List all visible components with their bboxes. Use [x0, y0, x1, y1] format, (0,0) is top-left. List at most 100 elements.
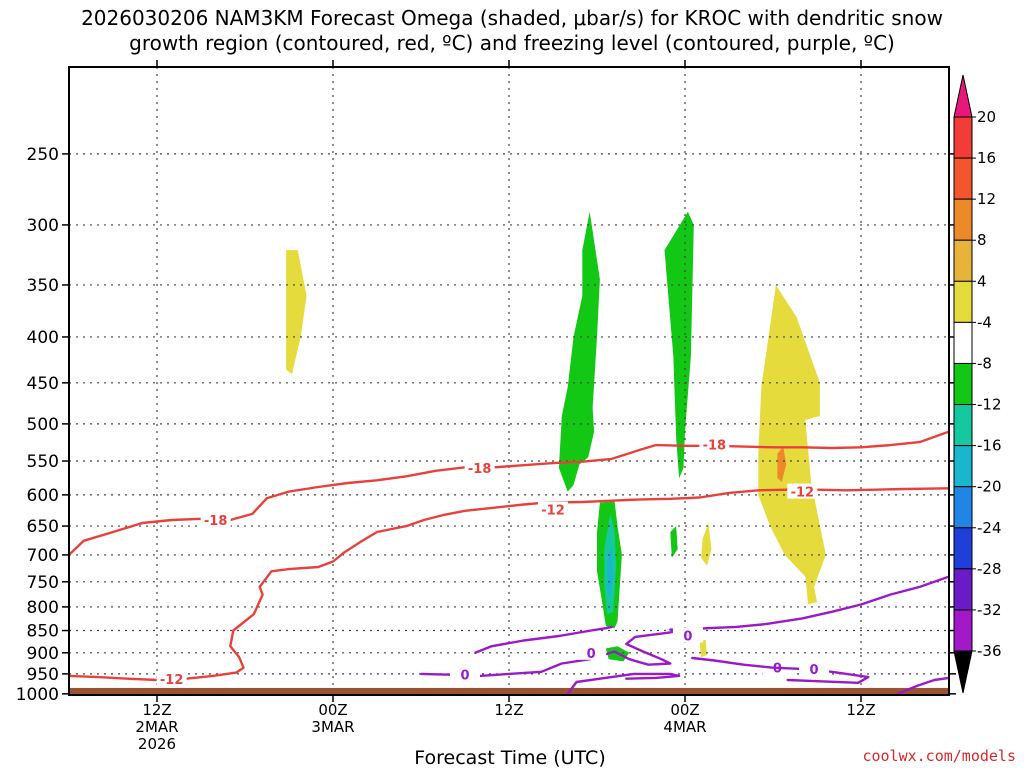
x-tick-label-line: 3MAR: [311, 718, 354, 736]
chart-title-line-1: 2026030206 NAM3KM Forecast Omega (shaded…: [81, 6, 943, 30]
colorbar-label: -12: [977, 396, 1002, 414]
colorbar-label: -8: [977, 354, 992, 372]
dgz-contour-label-bg: [200, 512, 231, 528]
colorbar-box: [953, 239, 973, 282]
x-tick-label-line: 4MAR: [663, 718, 706, 736]
colorbar-box: [953, 445, 973, 488]
colorbar-box: [953, 321, 973, 364]
colorbar-box: [953, 198, 973, 241]
y-tick-label: 850: [27, 622, 59, 642]
y-tick-label: 250: [27, 145, 59, 165]
dgz-contour-label-bg: [464, 460, 495, 476]
freezing-level-contour-label: 0: [460, 669, 469, 684]
omega-region: [758, 285, 826, 605]
x-tick-label: 12Z: [846, 701, 875, 719]
colorbar-label: -28: [977, 560, 1002, 578]
y-tick-label: 500: [27, 415, 59, 435]
freezing-level-contour-label: 0: [773, 662, 782, 677]
y-tick-label: 550: [27, 452, 59, 472]
y-tick-label: 650: [27, 517, 59, 537]
colorbar-bottom-arrow: [953, 650, 973, 694]
x-tick-label-line: 2MAR: [135, 718, 178, 736]
dgz-contour-label: -18: [204, 514, 228, 529]
colorbar-box: [953, 362, 973, 406]
freezing-level-contour-label: 0: [587, 647, 596, 662]
freezing-level-contour-label-bg: [799, 660, 830, 676]
colorbar-box: [953, 116, 973, 159]
x-tick-label: 12Z 2MAR 2026: [135, 701, 178, 753]
plot-area: -18 -18 -18 -12 -12 -12 0 0 0 0 0: [68, 66, 950, 696]
colorbar-label: 20: [977, 108, 996, 126]
freezing-level-contour-label-bg: [576, 644, 607, 660]
x-tick-label-line: 12Z: [846, 701, 875, 719]
colorbar-label: 4: [977, 272, 987, 290]
dgz-contour-label: -12: [791, 486, 815, 501]
colorbar-label: 16: [977, 149, 996, 167]
freezing-level-contour-label-bg: [450, 666, 480, 682]
colorbar-label: -20: [977, 478, 1002, 496]
y-tick-label: 700: [27, 546, 59, 566]
dgz-contour-label-bg: [787, 483, 818, 499]
omega-region: [701, 523, 712, 566]
colorbar-label: -32: [977, 601, 1002, 619]
colorbar-label: -24: [977, 519, 1002, 537]
x-tick-label-line: 12Z: [494, 701, 523, 719]
colorbar-top-arrow: [953, 74, 973, 118]
colorbar-box: [953, 280, 973, 323]
terrain-ground: [69, 687, 949, 695]
freezing-level-contour-line: [474, 625, 613, 654]
x-tick-label-line: 2026: [138, 735, 176, 753]
dgz-contour-label: -18: [703, 438, 727, 453]
colorbar-box: [953, 486, 973, 529]
credit-text: coolwx.com/models: [862, 747, 1016, 765]
dgz-contour-label: -12: [541, 504, 565, 519]
freezing-level-contour-label: 0: [683, 630, 692, 645]
y-tick-label: 450: [27, 374, 59, 394]
y-tick-label: 300: [27, 216, 59, 236]
x-axis-label: Forecast Time (UTC): [414, 747, 605, 768]
dgz-contour-label-bg: [156, 671, 187, 687]
plot-inner: -18 -18 -18 -12 -12 -12 0 0 0 0 0: [69, 67, 949, 695]
freezing-level-contour-label: 0: [810, 663, 819, 678]
y-tick-label: 400: [27, 328, 59, 348]
y-tick-label: 950: [27, 665, 59, 685]
omega-region: [777, 446, 787, 482]
colorbar-box: [953, 527, 973, 570]
y-tick-label: 900: [27, 644, 59, 664]
x-tick-label-line: 12Z: [142, 701, 171, 719]
x-tick-label-line: 00Z: [670, 701, 699, 719]
omega-region: [699, 639, 707, 658]
colorbar-box: [953, 609, 973, 652]
dgz-contour-label: -18: [468, 462, 492, 477]
colorbar-label: 8: [977, 231, 987, 249]
freezing-level-contour-label-bg: [672, 627, 703, 643]
freezing-level-contour-line: [896, 676, 949, 695]
colorbar: 20 16 12 8 4 -4 -8 -12 -16 -20 -24 -28 -32 -36: [953, 74, 1002, 694]
x-tick-label: 12Z: [494, 701, 523, 719]
omega-region: [664, 211, 694, 479]
x-tick-label: 00Z 3MAR: [311, 701, 354, 736]
dgz-contour-label: -12: [160, 673, 184, 688]
y-tick-label: 750: [27, 573, 59, 593]
colorbar-label: 12: [977, 190, 996, 208]
chart-title-line-2: growth region (contoured, red, ºC) and f…: [129, 31, 895, 55]
dgz-contour-label-bg: [699, 436, 730, 452]
freezing-level-contour-line: [419, 628, 690, 678]
omega-region: [607, 549, 614, 598]
colorbar-box: [953, 404, 973, 447]
freezing-level-contour-line: [566, 672, 681, 695]
dgz-contour-line: [69, 487, 949, 682]
y-tick-label: 1000: [16, 685, 59, 705]
y-axis: 2503003504004505005506006507007508008509…: [16, 145, 956, 705]
dgz-contour-label-bg: [538, 501, 568, 517]
y-tick-label: 350: [27, 276, 59, 296]
x-tick-label: 00Z 4MAR: [663, 701, 706, 736]
colorbar-label: -16: [977, 437, 1002, 455]
omega-region: [670, 526, 678, 558]
colorbar-label: -36: [977, 642, 1002, 660]
y-tick-label: 800: [27, 598, 59, 618]
x-tick-label-line: 00Z: [318, 701, 347, 719]
omega-region: [558, 211, 600, 492]
